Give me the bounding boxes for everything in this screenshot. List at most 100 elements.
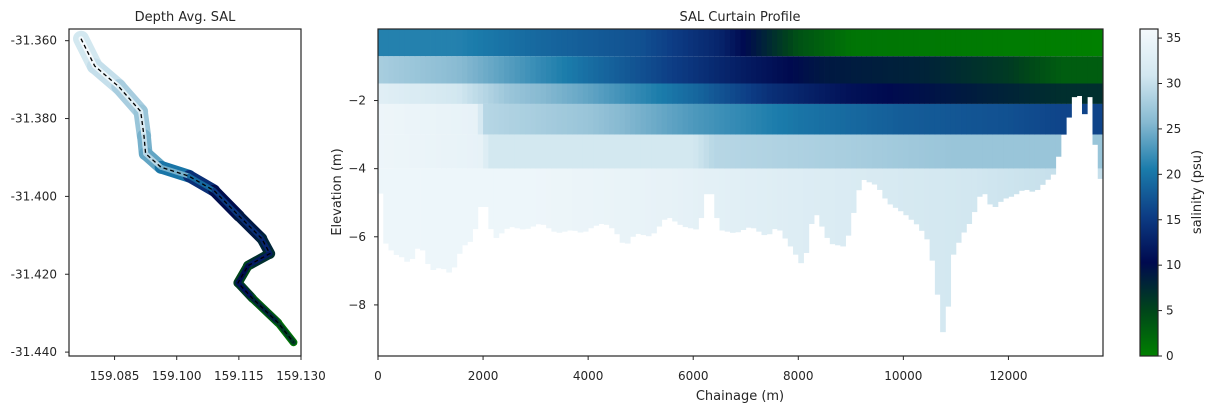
curtain-cell — [892, 134, 899, 169]
curtain-cell — [1024, 168, 1030, 190]
curtain-cell — [624, 83, 631, 104]
curtain-cell — [430, 103, 437, 135]
curtain-cell — [693, 29, 699, 57]
curtain-cell — [414, 134, 421, 169]
colorbar-gradient — [1139, 28, 1159, 357]
curtain-cell — [997, 56, 1004, 84]
curtain-cell — [1045, 168, 1051, 180]
curtain-cell — [997, 168, 1004, 202]
curtain-cell — [819, 134, 825, 169]
colorbar-ticks: 0 5 10 15 20 25 30 35 — [1158, 31, 1181, 363]
curtain-cell — [530, 29, 537, 57]
curtain-cell — [745, 168, 752, 228]
curtain-cell — [672, 83, 678, 104]
curtain-cell — [766, 29, 773, 57]
curtain-cell — [598, 103, 605, 135]
curtain-cell — [535, 103, 542, 135]
curtain-cell — [929, 134, 936, 169]
curtain-cell — [561, 29, 568, 57]
curtain-cell — [588, 56, 594, 84]
curtain-cell — [493, 103, 500, 135]
curtain-cell — [614, 168, 621, 235]
curtain-cell — [772, 83, 778, 104]
curtain-cell — [656, 83, 663, 104]
curtain-cell — [724, 103, 731, 135]
curtain-cell — [493, 29, 500, 57]
curtain-cell — [399, 29, 405, 57]
curtain-cell — [635, 168, 642, 234]
curtain-cell — [378, 103, 384, 135]
curtain-cell — [1081, 83, 1088, 104]
curtain-cell — [766, 56, 773, 84]
curtain-cell — [561, 168, 568, 232]
curtain-cell — [504, 134, 510, 169]
curtain-cell — [404, 134, 410, 169]
curtain-cell — [619, 29, 626, 57]
curtain-cell — [724, 29, 731, 57]
left-x-tick-label: 159.085 — [90, 369, 140, 383]
curtain-cell — [651, 134, 657, 169]
curtain-cell — [940, 29, 946, 57]
curtain-cell — [378, 83, 384, 104]
curtain-cell — [919, 103, 925, 135]
left-y-tick-label: -31.440 — [11, 345, 57, 359]
curtain-cell — [719, 103, 726, 135]
curtain-cell — [850, 56, 857, 84]
curtain-cell — [666, 56, 673, 84]
curtain-cell — [840, 83, 846, 104]
curtain-cell — [609, 29, 615, 57]
curtain-cell — [840, 168, 846, 247]
curtain-cell — [614, 29, 621, 57]
curtain-cell — [924, 168, 931, 240]
curtain-cell — [856, 29, 862, 57]
curtain-cell — [698, 56, 705, 84]
curtain-cell — [919, 83, 925, 104]
curtain-cell — [1008, 56, 1015, 84]
curtain-cell — [714, 168, 720, 219]
curtain-cell — [556, 103, 563, 135]
curtain-cell — [1008, 83, 1015, 104]
curtain-cell — [682, 168, 689, 228]
curtain-cell — [924, 29, 931, 57]
curtain-cell — [451, 168, 458, 268]
curtain-cell — [829, 56, 836, 84]
curtain-cell — [808, 56, 815, 84]
curtain-cell — [729, 168, 736, 233]
curtain-cell — [672, 56, 678, 84]
curtain-cell — [861, 29, 867, 57]
curtain-cell — [850, 134, 857, 169]
curtain-cell — [582, 83, 589, 104]
curtain-cell — [399, 56, 405, 84]
curtain-cell — [803, 83, 810, 104]
curtain-cell — [714, 83, 720, 104]
curtain-cell — [934, 56, 941, 84]
curtain-cell — [919, 168, 925, 231]
curtain-cell — [493, 134, 500, 169]
curtain-cell — [661, 134, 668, 169]
curtain-cell — [472, 168, 479, 230]
curtain-cell — [530, 103, 537, 135]
curtain-cell — [1092, 83, 1099, 104]
curtain-cell — [866, 168, 873, 183]
curtain-cell — [603, 56, 610, 84]
curtain-cell — [908, 56, 915, 84]
curtain-cell — [950, 56, 957, 84]
curtain-cell — [787, 168, 794, 247]
curtain-cell — [882, 29, 888, 57]
curtain-cell — [961, 83, 967, 104]
curtain-cell — [577, 103, 584, 135]
right-x-tick-label: 4000 — [573, 369, 604, 383]
curtain-cell — [630, 103, 636, 135]
right-axis-ticks: 0 2000 4000 6000 8000 10000 12000 −2 −4 −6 −8 — [348, 94, 1027, 383]
curtain-cell — [877, 29, 883, 57]
curtain-cell — [850, 103, 857, 135]
curtain-cell — [651, 83, 657, 104]
curtain-cell — [819, 83, 825, 104]
curtain-cell — [409, 103, 416, 135]
curtain-cell — [735, 168, 741, 233]
curtain-cell — [640, 83, 647, 104]
curtain-cell — [782, 83, 789, 104]
curtain-cell — [892, 83, 899, 104]
curtain-cell — [1050, 168, 1057, 175]
curtain-cell — [992, 56, 999, 84]
